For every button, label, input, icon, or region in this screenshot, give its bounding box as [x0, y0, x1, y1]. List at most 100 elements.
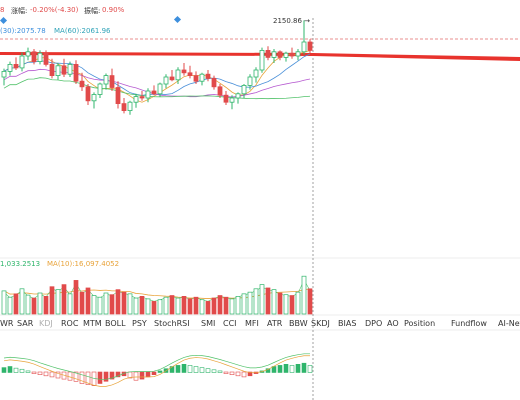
- volume-bar: [193, 296, 199, 315]
- volume-bar: [181, 296, 187, 315]
- tab-mfi[interactable]: MFI: [245, 319, 259, 328]
- ao-bar: [79, 371, 85, 384]
- candlesticks: [1, 20, 313, 115]
- volume-bar: [211, 297, 217, 315]
- volume-bar: [37, 292, 43, 315]
- tab-boll[interactable]: BOLL: [105, 319, 126, 328]
- candle-body: [193, 75, 199, 82]
- volume-bar: [19, 288, 25, 315]
- ao-bar: [49, 371, 55, 378]
- amplitude-value: 0.90%: [102, 6, 125, 14]
- candle-body: [133, 96, 139, 103]
- candle-body: [55, 65, 61, 77]
- volume-bar: [61, 284, 67, 315]
- candle-body: [91, 94, 97, 102]
- ao-bar: [1, 367, 7, 373]
- ao-bar: [277, 365, 283, 373]
- ao-bar: [301, 362, 307, 373]
- candle-body: [97, 83, 103, 95]
- tab-ao[interactable]: AO: [387, 319, 399, 328]
- tab-fundflow[interactable]: Fundflow: [451, 319, 487, 328]
- amplitude-label: 振幅:: [84, 7, 101, 15]
- candle-body: [211, 78, 217, 88]
- volume-bar: [163, 296, 169, 315]
- tab-cci[interactable]: CCI: [223, 319, 237, 328]
- moving-average-lines: [3, 50, 311, 103]
- ao-bar: [13, 367, 19, 373]
- volume-bar: [145, 298, 151, 315]
- ao-bar: [67, 371, 73, 381]
- tab-skdj[interactable]: SKDJ: [311, 319, 330, 328]
- candle-body: [145, 90, 151, 99]
- tab-psy[interactable]: PSY: [132, 319, 147, 328]
- volume-bar: [55, 289, 61, 315]
- volume-bar: [199, 299, 205, 315]
- volume-bar: [205, 301, 211, 315]
- volume-bar: [127, 293, 133, 315]
- candle-body: [277, 51, 283, 58]
- volume-bar: [31, 297, 37, 315]
- ma-line: [3, 77, 311, 100]
- ao-bar: [109, 371, 115, 380]
- volume-bar: [307, 288, 313, 315]
- tab-stochrsi[interactable]: StochRSI: [154, 319, 190, 328]
- change-label: 涨幅:: [11, 7, 28, 15]
- candle-body: [181, 69, 187, 74]
- ao-bar: [211, 369, 217, 373]
- volume-bar: [235, 296, 241, 315]
- candle-body: [13, 64, 19, 69]
- candle-body: [259, 50, 265, 71]
- tab-roc[interactable]: ROC: [61, 319, 79, 328]
- volume-bar: [25, 294, 31, 315]
- ma30-legend: (30):2075.78: [0, 27, 46, 35]
- volume-bar: [157, 299, 163, 315]
- candle-body: [1, 71, 7, 78]
- volume-bar: [247, 291, 253, 315]
- candle-body: [199, 73, 205, 82]
- volume-bar: [67, 293, 73, 315]
- tab-wr[interactable]: WR: [0, 319, 14, 328]
- candle-body: [103, 75, 109, 85]
- tab-bbw[interactable]: BBW: [289, 319, 308, 328]
- tab-dpo[interactable]: DPO: [365, 319, 383, 328]
- tab-sar[interactable]: SAR: [17, 319, 34, 328]
- candle-body: [283, 52, 289, 58]
- candle-body: [67, 64, 73, 75]
- candle-body: [31, 51, 37, 62]
- tab-mtm[interactable]: MTM: [83, 319, 102, 328]
- candle-body: [49, 64, 55, 77]
- candle-body: [85, 86, 91, 102]
- candle-body: [73, 64, 79, 82]
- candle-body: [25, 51, 31, 57]
- tab-atr[interactable]: ATR: [267, 319, 283, 328]
- candle-body: [271, 51, 277, 58]
- ao-bar: [85, 371, 91, 385]
- tab-position[interactable]: Position: [404, 319, 436, 328]
- support-trendline: [0, 52, 520, 61]
- ao-bar: [247, 371, 253, 377]
- volume-bar: [13, 293, 19, 315]
- ao-bar: [103, 371, 109, 382]
- volume-value: 1,033.2513: [0, 260, 41, 268]
- tab-ai-netvol[interactable]: AI-NetVOL: [498, 319, 520, 328]
- volume-bar: [121, 291, 127, 315]
- tab-kdj[interactable]: KDJ: [39, 319, 53, 328]
- volume-bar: [259, 284, 265, 315]
- ao-bar: [181, 363, 187, 373]
- tab-smi[interactable]: SMI: [201, 319, 216, 328]
- candle-body: [217, 86, 223, 96]
- tab-bias[interactable]: BIAS: [338, 319, 357, 328]
- ao-bar: [43, 371, 49, 377]
- ao-bar: [31, 371, 37, 374]
- candle-body: [187, 72, 193, 77]
- volume-bar: [301, 275, 307, 315]
- candle-body: [139, 96, 145, 99]
- candle-body: [121, 103, 127, 111]
- ao-signal-line: [3, 353, 310, 380]
- ao-bar: [115, 371, 121, 378]
- ao-bar: [223, 371, 229, 374]
- ao-bar: [307, 365, 313, 373]
- volume-bar: [289, 295, 295, 315]
- volume-bar: [109, 294, 115, 315]
- volume-ma-line: [3, 288, 311, 299]
